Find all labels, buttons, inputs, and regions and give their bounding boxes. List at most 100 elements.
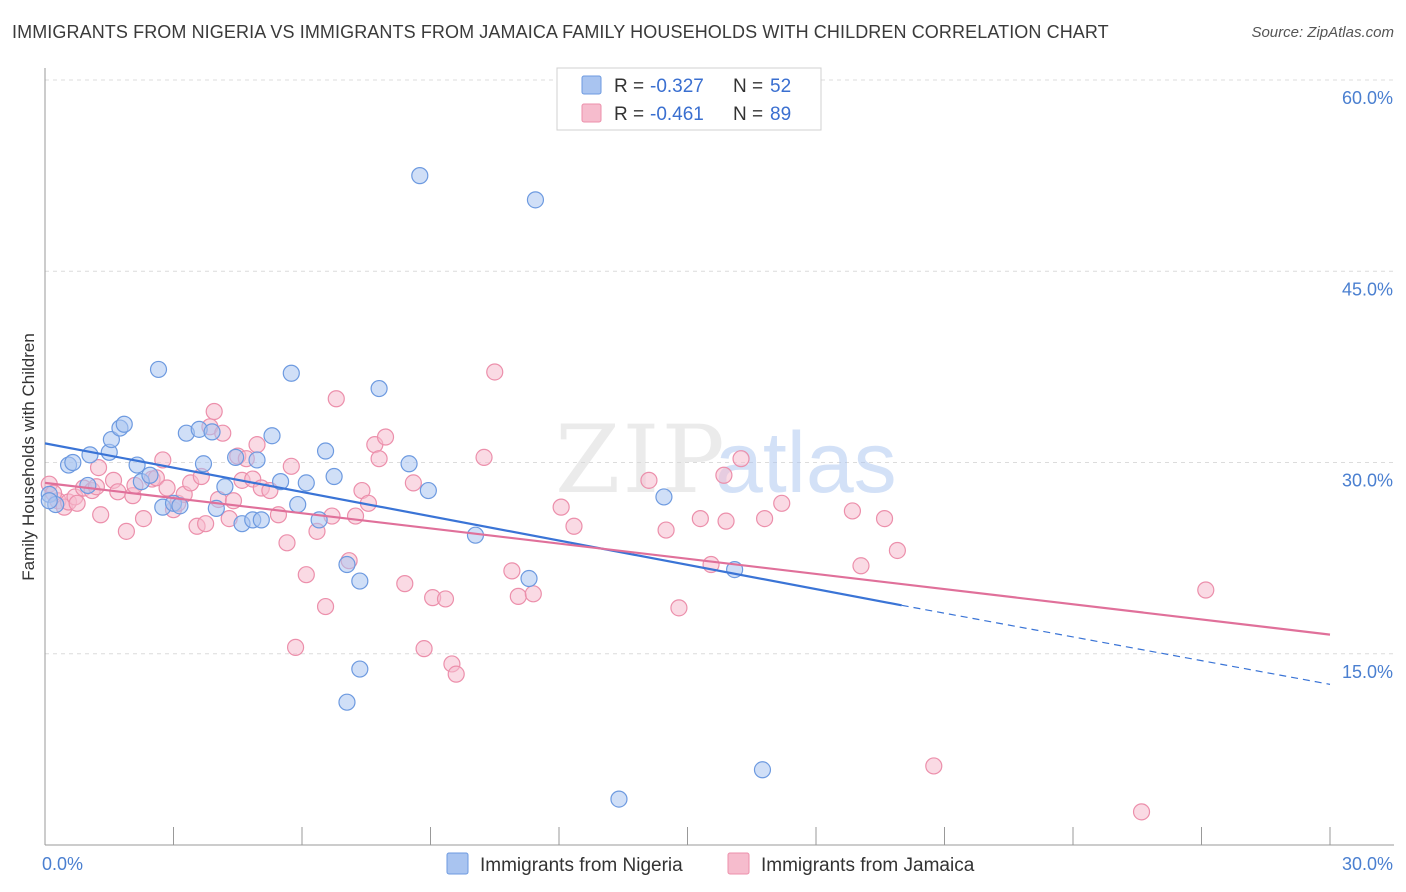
- trend-lines: [44, 442, 1331, 685]
- nigeria-point-30: [282, 364, 300, 382]
- jamaica-point-73: [670, 599, 688, 617]
- nigeria-point-41: [400, 455, 418, 473]
- bottom-legend-label-nigeria: Immigrants from Nigeria: [480, 855, 683, 876]
- nigeria-point-48: [655, 488, 673, 506]
- legend: R = -0.327 N = 52 R = -0.461 N = 89: [556, 67, 822, 131]
- nigeria-point-47: [610, 790, 628, 808]
- nigeria-point-32: [297, 474, 315, 492]
- jamaica-point-65: [486, 363, 504, 381]
- nigeria-point-42: [411, 167, 429, 185]
- jamaica-point-5: [68, 494, 86, 512]
- nigeria-point-46: [526, 191, 545, 209]
- nigeria-point-20: [203, 423, 221, 441]
- jamaica-point-67: [509, 587, 527, 605]
- nigeria-point-45: [520, 569, 538, 588]
- y-tick-label-15: 15.0%: [1342, 662, 1393, 682]
- nigeria-point-23: [227, 448, 245, 466]
- nigeria-point-50: [753, 761, 772, 779]
- jamaica-point-63: [447, 665, 465, 683]
- nigeria-point-5: [81, 446, 99, 464]
- legend-n-label-nigeria: N =: [733, 76, 763, 97]
- jamaica-point-71: [640, 471, 658, 489]
- jamaica-point-66: [503, 562, 521, 580]
- x-axis-ticks: [173, 827, 1331, 845]
- jamaica-point-58: [404, 474, 422, 492]
- jamaica-point-42: [278, 534, 296, 552]
- jamaica-point-82: [875, 509, 894, 528]
- bottom-legend-label-jamaica: Immigrants from Jamaica: [761, 855, 975, 876]
- nigeria-point-22: [216, 478, 234, 496]
- nigeria-point-43: [419, 481, 437, 500]
- jamaica-point-10: [92, 506, 110, 524]
- jamaica-point-74: [691, 509, 709, 528]
- legend-r-value-jamaica: -0.461: [650, 104, 704, 125]
- nigeria-point-12: [141, 466, 159, 484]
- nigeria-point-39: [370, 379, 388, 398]
- jamaica-point-47: [316, 597, 335, 616]
- nigeria-trend-extension: [901, 604, 1331, 685]
- nigeria-point-37: [351, 572, 369, 590]
- jamaica-trend-line: [44, 481, 1331, 636]
- x-tick-label-0: 0.0%: [42, 854, 83, 874]
- jamaica-point-84: [925, 757, 943, 775]
- grid-lines: [45, 79, 1394, 655]
- nigeria-point-31: [289, 495, 307, 514]
- watermark: ZIP atlas: [555, 406, 897, 515]
- jamaica-point-88: [717, 512, 735, 530]
- jamaica-point-51: [346, 507, 365, 525]
- legend-n-label-jamaica: N =: [733, 104, 763, 125]
- legend-n-value-nigeria: 52: [770, 76, 791, 97]
- nigeria-point-29: [271, 473, 290, 491]
- legend-r-value-nigeria: -0.327: [650, 76, 704, 97]
- jamaica-point-83: [888, 541, 906, 560]
- legend-swatch-nigeria: [581, 75, 602, 95]
- nigeria-point-4: [79, 476, 97, 495]
- jamaica-point-59: [415, 640, 433, 658]
- nigeria-point-13: [149, 360, 168, 379]
- nigeria-point-9: [115, 415, 133, 433]
- jamaica-point-49: [327, 390, 345, 408]
- jamaica-point-72: [657, 521, 675, 539]
- jamaica-point-61: [436, 590, 455, 608]
- jamaica-point-13: [117, 522, 135, 540]
- y-axis-tick-labels: 15.0% 30.0% 45.0% 60.0%: [1342, 88, 1393, 682]
- nigeria-point-35: [325, 467, 343, 486]
- jamaica-point-16: [134, 509, 153, 528]
- jamaica-point-70: [565, 517, 583, 535]
- jamaica-point-20: [158, 479, 176, 497]
- jamaica-point-78: [755, 509, 774, 528]
- y-tick-label-30: 30.0%: [1342, 471, 1393, 491]
- nigeria-point-27: [252, 511, 270, 529]
- nigeria-point-7: [102, 430, 120, 449]
- chart-title: IMMIGRANTS FROM NIGERIA VS IMMIGRANTS FR…: [12, 22, 1109, 42]
- legend-r-label-nigeria: R =: [614, 76, 644, 97]
- axes: [44, 68, 1394, 846]
- x-tick-label-30: 30.0%: [1342, 854, 1393, 874]
- nigeria-point-36: [338, 555, 356, 574]
- jamaica-point-9: [89, 459, 108, 477]
- legend-n-value-jamaica: 89: [770, 104, 791, 125]
- y-tick-label-60: 60.0%: [1342, 88, 1393, 108]
- jamaica-point-68: [524, 585, 542, 603]
- jamaica-point-57: [396, 575, 414, 593]
- jamaica-point-64: [475, 448, 493, 466]
- bottom-legend-swatch-jamaica: [727, 852, 750, 875]
- bottom-legend: Immigrants from Nigeria Immigrants from …: [446, 852, 975, 876]
- jamaica-point-79: [773, 494, 791, 512]
- nigeria-point-28: [263, 427, 281, 445]
- jamaica-point-38: [248, 436, 266, 454]
- nigeria-point-26: [248, 451, 266, 469]
- nigeria-point-3: [64, 453, 82, 472]
- y-tick-label-45: 45.0%: [1342, 279, 1393, 299]
- jamaica-point-45: [297, 566, 315, 584]
- nigeria-points: [40, 167, 772, 808]
- bottom-legend-swatch-nigeria: [446, 852, 469, 875]
- nigeria-trend-line: [44, 442, 902, 607]
- jamaica-point-55: [370, 450, 388, 468]
- jamaica-point-44: [286, 638, 305, 656]
- jamaica-point-43: [282, 457, 300, 475]
- legend-swatch-jamaica: [581, 103, 602, 123]
- jamaica-point-85: [1132, 803, 1151, 821]
- jamaica-point-27: [197, 515, 215, 533]
